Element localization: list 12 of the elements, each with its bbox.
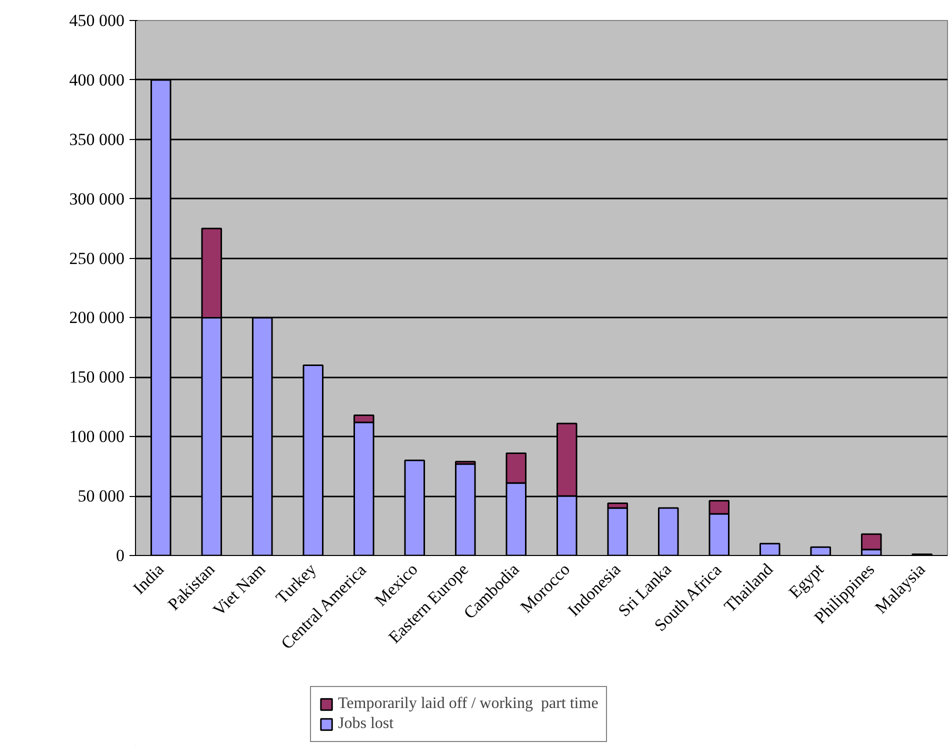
- y-tick-label: 50 000: [78, 486, 124, 506]
- y-tick-label: 400 000: [69, 70, 124, 90]
- y-tick-label: 200 000: [69, 308, 124, 328]
- legend-label: Temporarily laid off / working part time: [338, 695, 598, 713]
- y-tick-label: 450 000: [69, 11, 124, 30]
- y-tick-label: 250 000: [69, 248, 124, 268]
- legend-label: Jobs lost: [338, 715, 394, 733]
- y-tick-label: 100 000: [69, 427, 124, 446]
- y-tick-label: 0: [116, 546, 124, 565]
- y-tick-label: 150 000: [69, 368, 124, 387]
- y-tick-label: 300 000: [69, 189, 124, 208]
- y-tick-label: 350 000: [69, 130, 124, 149]
